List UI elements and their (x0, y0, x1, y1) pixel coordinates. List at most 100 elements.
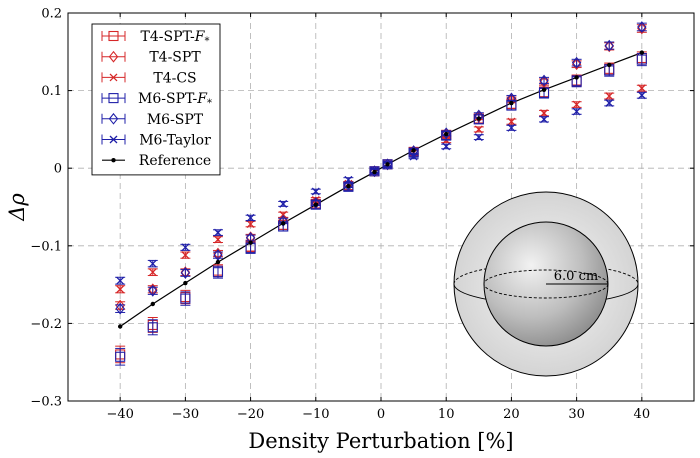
x-marker (572, 100, 581, 109)
data-point (539, 115, 550, 124)
data-point (212, 228, 223, 237)
dot-marker (411, 148, 416, 153)
x-marker (605, 99, 614, 107)
data-point (571, 56, 582, 69)
x-marker (311, 187, 320, 196)
legend-label: Reference (139, 153, 211, 169)
data-point (115, 347, 126, 366)
data-point (411, 148, 416, 153)
dot-marker (476, 116, 482, 121)
square-marker (212, 267, 224, 278)
data-point (571, 107, 582, 116)
diamond-marker (571, 58, 582, 71)
legend-marker (108, 112, 119, 125)
data-point (444, 131, 449, 137)
legend-label: T4-CS (153, 70, 196, 86)
square-marker (115, 351, 126, 362)
x-marker (507, 117, 516, 126)
x-tick-label: −20 (237, 407, 264, 422)
x-marker (116, 276, 125, 285)
x-tick-label: 0 (377, 407, 385, 422)
dot-marker (509, 100, 514, 106)
x-marker (246, 213, 255, 222)
x-tick-label: 30 (568, 407, 585, 422)
dot-marker (574, 75, 579, 80)
x-marker (442, 142, 451, 151)
x-marker (279, 210, 288, 219)
diamond-marker (539, 74, 549, 87)
data-point (310, 187, 321, 196)
data-point (636, 91, 647, 100)
data-point (473, 133, 484, 142)
data-marks (115, 21, 647, 366)
diamond-marker (148, 284, 158, 297)
data-point (150, 301, 155, 307)
x-marker (474, 125, 483, 134)
x-marker (214, 235, 222, 244)
reference-polyline (119, 52, 643, 327)
diamond-marker (637, 21, 647, 33)
x-marker (474, 133, 483, 142)
data-point (604, 99, 615, 107)
data-point (506, 123, 517, 132)
legend-marker (109, 73, 118, 82)
series-m6-spt (115, 21, 647, 315)
x-marker (507, 123, 516, 132)
x-tick-label: −40 (106, 407, 133, 422)
square-marker (108, 93, 119, 104)
square-marker (147, 322, 158, 333)
diamond-marker (108, 50, 119, 63)
data-point (183, 280, 188, 286)
data-point (212, 235, 223, 244)
data-point (346, 183, 351, 189)
data-point (541, 87, 547, 93)
data-point (212, 249, 223, 261)
diamond-marker (604, 39, 614, 52)
legend-marker (111, 158, 116, 163)
y-tick-label: −0.2 (30, 317, 62, 332)
y-axis-label: Δρ (5, 193, 29, 222)
data-point (215, 259, 221, 265)
legend: T4-SPT-F* T4-SPT T4-CS M6-SPT-F* M6-SPT M6-Ta… (91, 23, 221, 176)
data-point (604, 39, 615, 52)
data-point (180, 291, 191, 306)
data-point (636, 52, 647, 67)
data-point (408, 152, 419, 161)
x-marker (540, 109, 548, 118)
data-point (372, 169, 377, 175)
y-tick-label: −0.3 (30, 395, 62, 410)
x-marker (605, 92, 614, 100)
series-reference (117, 50, 645, 329)
dot-marker (248, 240, 253, 245)
legend-marker (108, 50, 119, 63)
x-marker (181, 243, 190, 252)
data-point (115, 276, 126, 285)
x-tick-label: 10 (438, 407, 455, 422)
legend-label: M6-SPT-F* (138, 91, 212, 109)
data-point (147, 268, 158, 277)
diamond-marker (637, 22, 647, 35)
data-point (147, 319, 158, 336)
dot-marker (541, 87, 547, 93)
axis-ticks: −40 −30 −20 −10 0 10 20 30 40 −0.3 −0.2 −0.1 0 0.1 0.2 (30, 7, 694, 422)
data-point (180, 251, 191, 260)
data-point (604, 92, 615, 100)
diamond-marker (278, 215, 288, 227)
legend-label: T4-SPT (149, 50, 201, 66)
data-point (245, 213, 256, 222)
x-marker (409, 152, 418, 161)
data-point (636, 21, 647, 33)
data-point (476, 116, 482, 121)
data-point (539, 74, 550, 87)
data-point (245, 220, 256, 229)
x-tick-label: −10 (302, 407, 329, 422)
dot-marker (444, 131, 449, 137)
dot-marker (313, 202, 318, 207)
x-tick-label: 20 (503, 407, 520, 422)
dot-marker (607, 62, 612, 68)
diamond-marker (108, 112, 119, 125)
x-marker (637, 84, 646, 93)
dot-marker (372, 169, 377, 175)
x-marker (637, 91, 646, 100)
